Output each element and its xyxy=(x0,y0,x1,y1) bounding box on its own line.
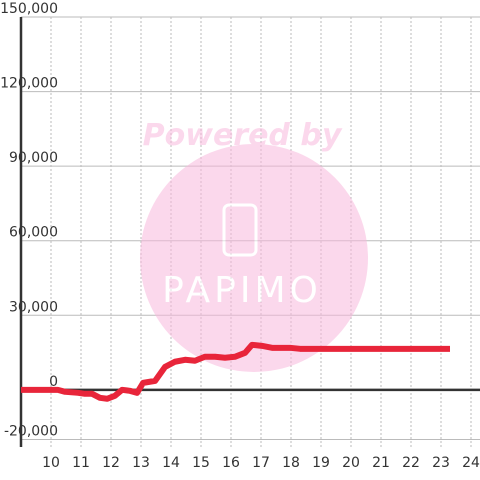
data-line xyxy=(21,341,450,402)
x-tick-label: 24 xyxy=(462,455,480,471)
y-tick-label: 90,000 xyxy=(9,150,58,166)
x-tick-label: 18 xyxy=(282,455,300,471)
x-tick-label: 21 xyxy=(372,455,390,471)
x-tick-label: 20 xyxy=(342,455,360,471)
y-tick-label: 120,000 xyxy=(0,76,58,92)
x-tick-label: 22 xyxy=(402,455,420,471)
x-tick-label: 10 xyxy=(42,455,60,471)
y-tick-label: 150,000 xyxy=(0,1,58,17)
watermark-logo: PAPIMO xyxy=(162,270,322,311)
x-tick-label: 12 xyxy=(102,455,120,471)
y-tick-label: -20,000 xyxy=(4,424,58,440)
watermark-text: Powered by xyxy=(143,118,343,153)
y-tick-label: 0 xyxy=(49,374,58,390)
x-tick-label: 17 xyxy=(252,455,270,471)
x-tick-label: 13 xyxy=(132,455,150,471)
x-tick-label: 16 xyxy=(222,455,240,471)
x-tick-label: 19 xyxy=(312,455,330,471)
plot: 10 11 12 13 14 15 16 17 18 19 20 21 22 23 24 -20,000 0 30… xyxy=(0,1,480,471)
x-tick-label: 11 xyxy=(72,455,90,471)
x-tick-label: 23 xyxy=(432,455,450,471)
y-tick-label: 30,000 xyxy=(9,299,58,315)
x-tick-label: 15 xyxy=(192,455,210,471)
x-tick-label: 14 xyxy=(162,455,180,471)
y-tick-label: 60,000 xyxy=(9,225,58,241)
watermark: Powered by PAPIMO xyxy=(140,118,368,372)
watermark-icon xyxy=(222,203,258,257)
watermark-circle xyxy=(140,144,368,372)
